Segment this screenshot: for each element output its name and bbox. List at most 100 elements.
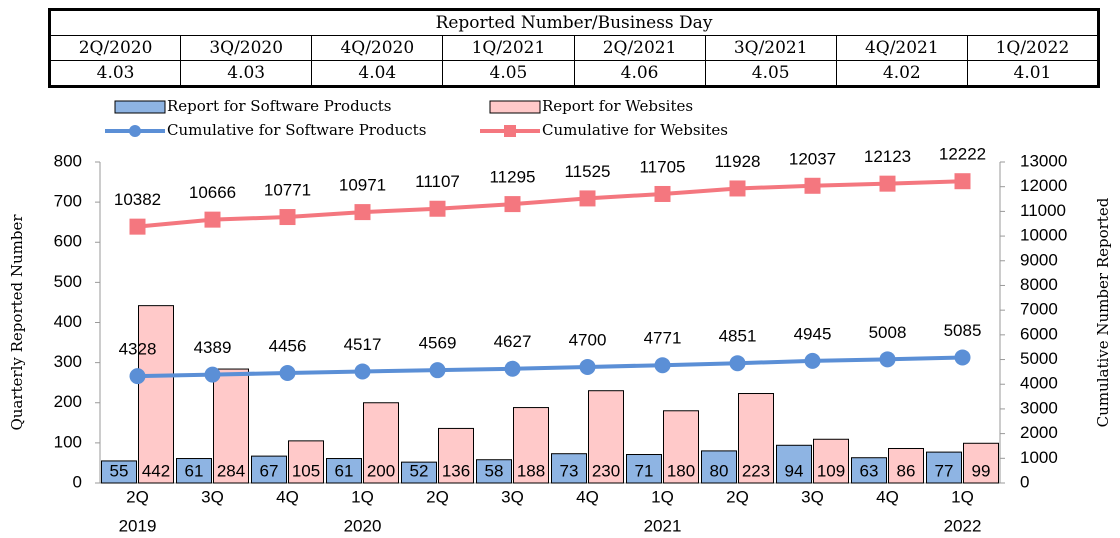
line-label: 11525 — [564, 162, 610, 181]
y-tick-label: 0 — [73, 472, 82, 491]
marker — [429, 200, 446, 217]
line-label: 4456 — [269, 336, 307, 355]
x-tick-label: 4Q — [876, 487, 899, 506]
y-tick-label: 100 — [54, 432, 82, 451]
table-header: 1Q/2022 — [966, 35, 1100, 61]
bar-label: 105 — [292, 461, 320, 480]
bar — [926, 451, 962, 484]
legend-swatch — [489, 100, 541, 114]
bar-label: 200 — [367, 461, 395, 480]
bar — [701, 450, 737, 484]
marker — [279, 209, 296, 226]
line-label: 12037 — [789, 149, 836, 168]
table-value: 4.03 — [48, 60, 182, 87]
bar — [363, 402, 399, 484]
marker — [354, 204, 371, 221]
x-tick-label: 1Q — [951, 487, 974, 506]
y2-tick-label: 11000 — [1020, 201, 1066, 220]
y-tick-label: 200 — [54, 392, 82, 411]
x-tick-label: 4Q — [576, 487, 599, 506]
marker — [129, 368, 146, 385]
year-label: 2021 — [644, 516, 682, 535]
bar-label: 77 — [935, 461, 954, 480]
line-label: 12123 — [864, 147, 911, 166]
line — [137, 179, 963, 229]
bar-label: 80 — [710, 461, 729, 480]
y2-tick-label: 9000 — [1020, 250, 1058, 269]
marker — [804, 352, 821, 369]
bar — [401, 461, 437, 484]
x-tick-label: 2Q — [126, 487, 149, 506]
line-label: 4328 — [119, 340, 157, 359]
bar-label: 71 — [635, 461, 654, 480]
bar-label: 442 — [142, 461, 170, 480]
x-tick-label: 1Q — [351, 487, 374, 506]
y-tick-label: 400 — [54, 312, 82, 331]
marker — [879, 351, 896, 368]
marker — [954, 349, 971, 366]
bar-label: 58 — [485, 461, 504, 480]
bar-label: 73 — [560, 461, 579, 480]
y-tick-label: 800 — [54, 151, 82, 170]
legend-label: Report for Websites — [542, 97, 693, 115]
line-label: 4569 — [419, 334, 457, 353]
bar — [101, 460, 137, 484]
line — [137, 355, 963, 379]
bar — [438, 427, 474, 484]
y2-axis-title: Cumulative Number Reported — [1094, 197, 1112, 427]
bar-label: 99 — [972, 461, 991, 480]
y-tick-label: 300 — [54, 352, 82, 371]
bar-label: 86 — [897, 461, 916, 480]
line-label: 11928 — [714, 152, 760, 171]
line-label: 11705 — [639, 157, 685, 176]
y2-tick-label: 6000 — [1020, 324, 1058, 343]
line-label: 4700 — [569, 330, 607, 349]
bar — [251, 455, 287, 484]
line-label: 12222 — [939, 145, 986, 164]
value-row: 4.03 4.03 4.04 4.05 4.06 4.05 4.02 4.01 — [48, 60, 1100, 87]
bar — [851, 457, 887, 484]
header-row: 2Q/2020 3Q/2020 4Q/2020 1Q/2021 2Q/2021 3Q/20… — [48, 35, 1100, 61]
bar — [738, 393, 774, 484]
bar — [176, 458, 212, 484]
marker — [729, 180, 746, 197]
y2-tick-label: 4000 — [1020, 374, 1058, 393]
bar — [588, 390, 624, 484]
line-label: 11295 — [489, 168, 535, 187]
marker — [279, 364, 296, 381]
table-header: 2Q/2020 — [48, 35, 182, 61]
bar-label: 61 — [185, 461, 204, 480]
table-value: 4.02 — [835, 60, 968, 87]
bar — [288, 440, 324, 484]
bar — [213, 368, 249, 484]
legend-label: Report for Software Products — [167, 97, 391, 115]
line-label: 5085 — [944, 321, 982, 340]
bar — [513, 407, 549, 484]
x-tick-label: 3Q — [501, 487, 524, 506]
table-value: 4.04 — [311, 60, 444, 87]
bar-label: 180 — [667, 461, 695, 480]
bar — [776, 444, 812, 484]
bar — [663, 410, 699, 484]
marker — [579, 358, 596, 375]
marker — [654, 185, 671, 202]
legend-label: Cumulative for Software Products — [167, 121, 426, 139]
y-axis-title: Quarterly Reported Number — [8, 214, 26, 431]
line-label: 4771 — [644, 329, 682, 348]
marker — [354, 363, 371, 380]
table-header: 4Q/2021 — [835, 35, 968, 61]
marker — [504, 196, 521, 213]
line-label: 4627 — [494, 332, 532, 351]
x-tick-label: 2Q — [426, 487, 449, 506]
bar — [888, 447, 924, 484]
line-label: 10382 — [114, 190, 161, 209]
business-day-table: Reported Number/Business Day 2Q/2020 3Q/2… — [48, 8, 1100, 88]
bar-label: 55 — [110, 461, 129, 480]
y2-tick-label: 12000 — [1020, 176, 1067, 195]
y2-tick-label: 13000 — [1020, 151, 1067, 170]
y-tick-label: 700 — [54, 192, 82, 211]
marker — [504, 360, 521, 377]
x-tick-label: 4Q — [276, 487, 299, 506]
year-label: 2019 — [119, 516, 157, 535]
